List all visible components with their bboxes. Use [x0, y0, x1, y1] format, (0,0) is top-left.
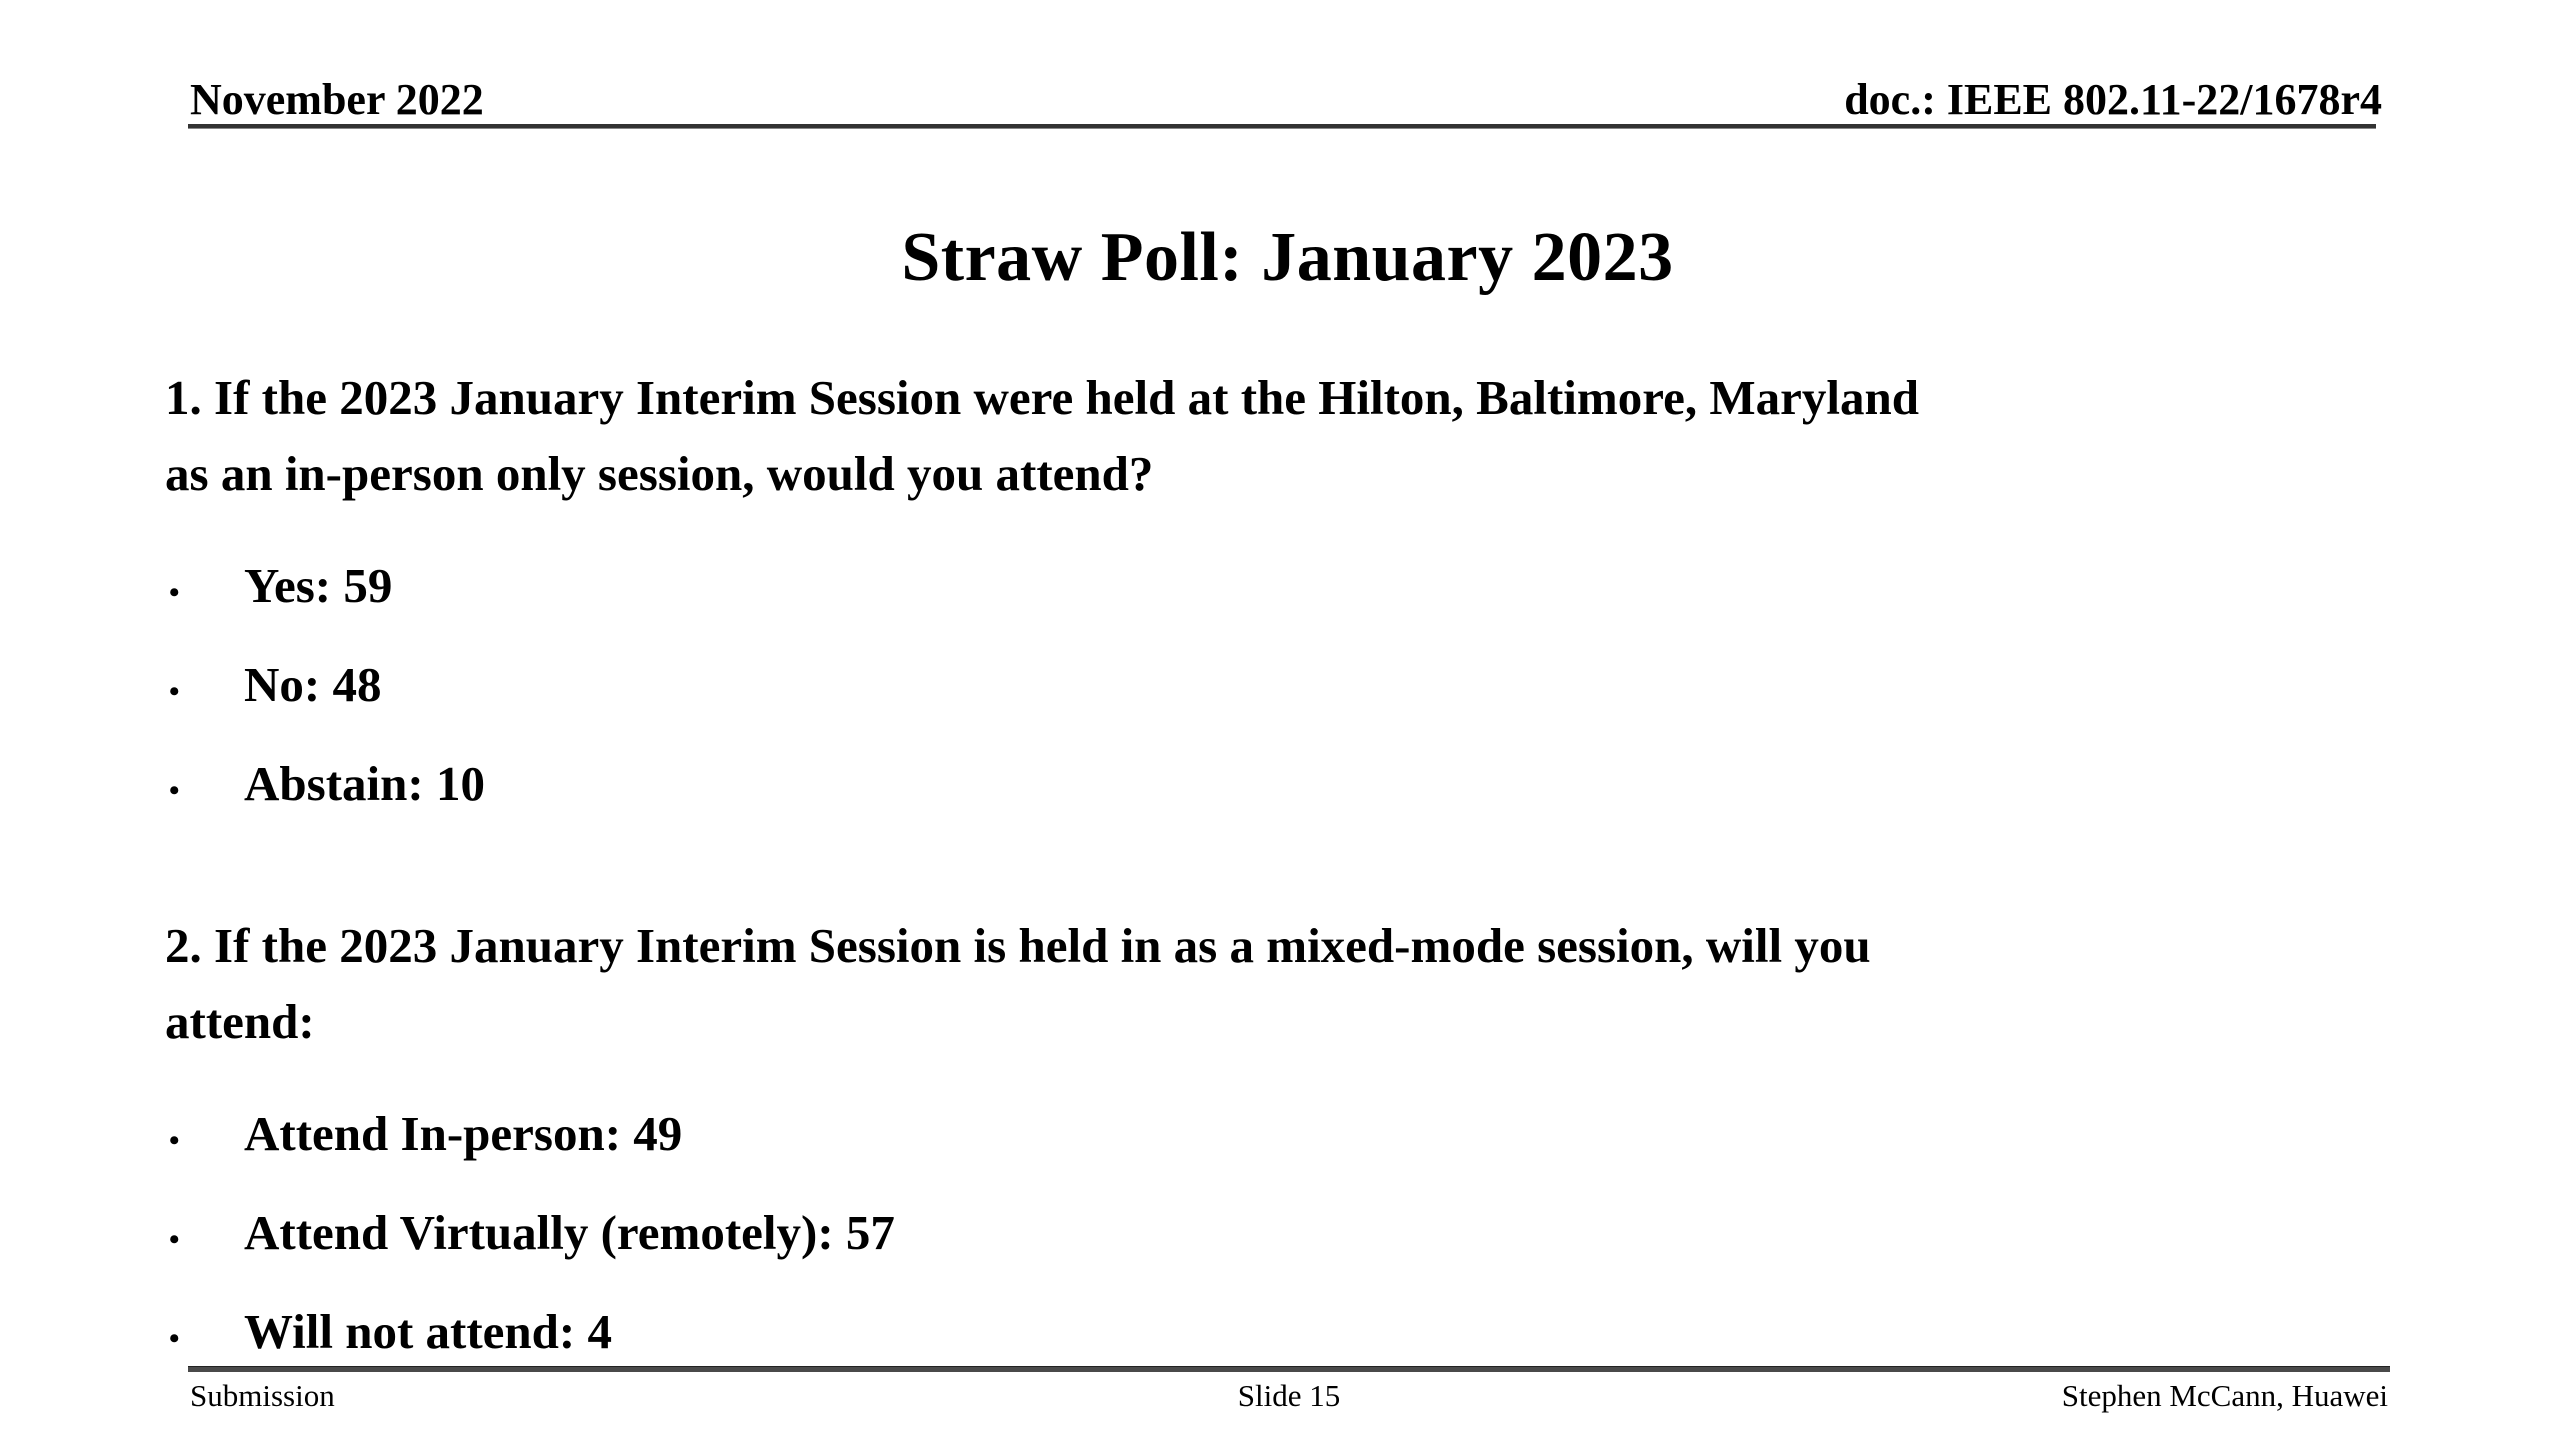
poll-option: • Abstain: 10: [165, 738, 2525, 837]
poll-option: • Will not attend: 4: [165, 1286, 2525, 1385]
poll-option-text: Will not attend: 4: [244, 1304, 612, 1359]
poll-option-text: Attend Virtually (remotely): 57: [244, 1205, 895, 1260]
bullet-icon: •: [169, 576, 180, 609]
slide-footer: Submission Slide 15 Stephen McCann, Huaw…: [190, 1378, 2388, 1414]
question-1-text: 1. If the 2023 January Interim Session w…: [165, 370, 1919, 501]
poll-option: • Attend In-person: 49: [165, 1088, 2525, 1187]
poll-option-text: No: 48: [244, 657, 382, 712]
bullet-icon: •: [169, 1322, 180, 1355]
header-rule: [188, 124, 2376, 129]
bullet-icon: •: [169, 1124, 180, 1157]
question-1-options: • Yes: 59 • No: 48 • Abstain: 10: [165, 540, 2525, 837]
slide-title: Straw Poll: January 2023: [901, 219, 1674, 296]
bullet-icon: •: [169, 774, 180, 807]
footer-submission-label: Submission: [190, 1378, 335, 1413]
poll-option: • Attend Virtually (remotely): 57: [165, 1187, 2525, 1286]
footer-rule: [188, 1366, 2390, 1372]
question-2: 2. If the 2023 January Interim Session i…: [165, 908, 2525, 1060]
header-doc-number: doc.: IEEE 802.11-22/1678r4: [1844, 75, 2382, 124]
question-2-options: • Attend In-person: 49 • Attend Virtuall…: [165, 1088, 2525, 1385]
poll-option: • No: 48: [165, 639, 2525, 738]
poll-option-text: Yes: 59: [244, 558, 393, 613]
slide-header: November 2022 doc.: IEEE 802.11-22/1678r…: [190, 74, 2382, 125]
footer-slide-number: Slide 15: [1237, 1378, 1341, 1413]
question-2-text: 2. If the 2023 January Interim Session i…: [165, 918, 1871, 1049]
bullet-icon: •: [169, 1223, 180, 1256]
poll-option-text: Abstain: 10: [244, 756, 485, 811]
header-date: November 2022: [190, 75, 484, 124]
poll-option: • Yes: 59: [165, 540, 2525, 639]
bullet-icon: •: [169, 675, 180, 708]
footer-author: Stephen McCann, Huawei: [2061, 1378, 2389, 1413]
question-1: 1. If the 2023 January Interim Session w…: [165, 360, 2525, 512]
poll-option-text: Attend In-person: 49: [244, 1106, 683, 1161]
